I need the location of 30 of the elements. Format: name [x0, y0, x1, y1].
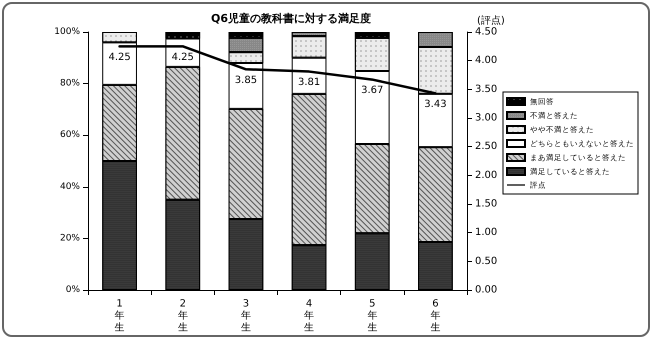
chart-title: Q6児童の教科書に対する満足度: [210, 12, 372, 25]
x-tick-label: 3年生: [240, 298, 251, 334]
y-tick-label: 80%: [60, 78, 80, 89]
y2-tick-label: 0.50: [475, 256, 498, 267]
data-label: 4.25: [108, 52, 131, 63]
y-tick-label: 0%: [66, 285, 80, 295]
y2-axis-title: (評点): [477, 14, 505, 26]
y-tick-label: 60%: [60, 130, 80, 140]
y2-tick-label: 1.00: [475, 227, 498, 238]
x-tick-label: 6年生: [430, 298, 440, 334]
y2-tick-label: 4.00: [475, 55, 498, 66]
y-tick-label: 100%: [54, 27, 80, 37]
data-label: 3.67: [361, 85, 384, 96]
x-tick-label: 2年生: [178, 298, 188, 334]
x-tick-label: 4年生: [304, 298, 314, 334]
data-label: 3.85: [234, 74, 258, 86]
x-tick-label: 5年生: [367, 298, 378, 334]
y2-tick-label: 4.50: [475, 26, 498, 38]
y2-tick-label: 1.50: [475, 198, 498, 210]
y2-tick-label: 0.00: [475, 284, 498, 296]
y2-tick-label: 3.50: [475, 84, 498, 95]
data-label: 3.81: [298, 77, 320, 88]
y2-tick-label: 2.50: [475, 141, 498, 152]
y-tick-label: 20%: [60, 233, 80, 244]
y-tick-label: 40%: [60, 182, 80, 192]
x-tick-label: 1年生: [114, 298, 125, 334]
y2-tick-label: 2.00: [475, 170, 498, 181]
y2-tick-label: 3.00: [475, 112, 498, 124]
data-label: 3.43: [424, 98, 447, 110]
data-label: 4.25: [172, 52, 194, 63]
